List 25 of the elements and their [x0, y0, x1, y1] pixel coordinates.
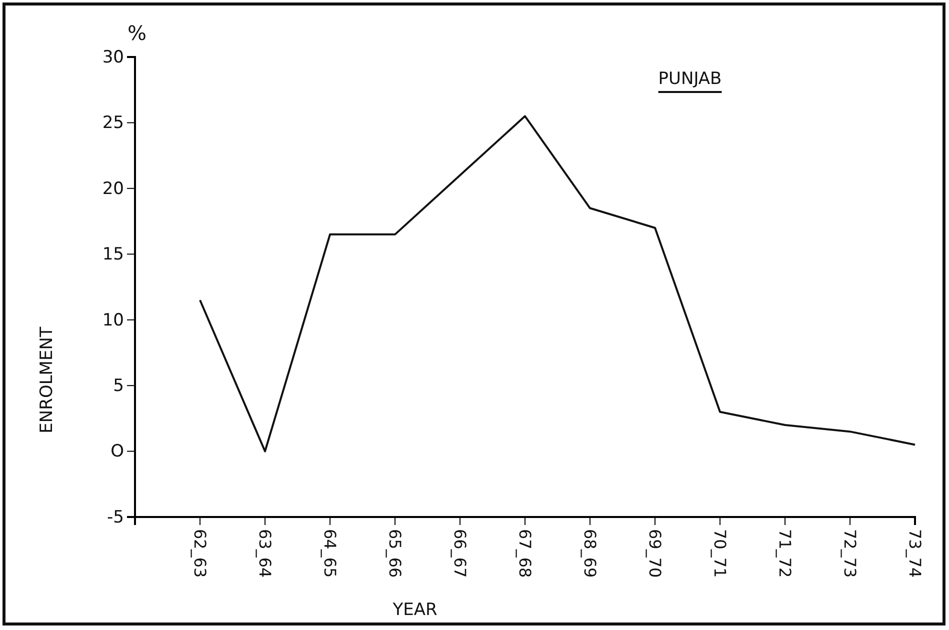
x-tick-label: 71_72 — [775, 529, 794, 578]
x-tick-label: 73_74 — [905, 529, 924, 578]
y-tick-label: 30 — [102, 47, 124, 68]
x-axis-title: YEAR — [392, 600, 438, 620]
x-tick-label: 62_63 — [190, 529, 210, 578]
x-tick-label: 64_65 — [320, 529, 340, 578]
y-tick-label: 15 — [102, 244, 124, 265]
x-tick-label: 72_73 — [840, 529, 860, 578]
y-tick-label: -5 — [107, 507, 124, 528]
text: PUNJAB — [658, 69, 722, 89]
y-tick-label: 25 — [102, 113, 124, 134]
x-tick-label: 67_68 — [515, 529, 534, 578]
y-axis-title: ENROLMENT — [37, 326, 57, 434]
x-tick-label: 69_70 — [645, 529, 664, 578]
x-tick-label: 63_64 — [255, 529, 274, 578]
y-tick-label: 5 — [113, 376, 124, 396]
x-tick-label: 70_71 — [710, 529, 730, 578]
y-tick-label: 10 — [102, 310, 124, 330]
x-tick-label: 65_66 — [385, 529, 404, 578]
text: % — [127, 21, 147, 45]
line-series — [199, 115, 916, 452]
x-tick-label: 66_67 — [450, 529, 470, 578]
y-tick-label: 20 — [102, 178, 124, 199]
y-tick-label: O — [110, 442, 124, 462]
x-tick-label: 68_69 — [580, 529, 600, 578]
